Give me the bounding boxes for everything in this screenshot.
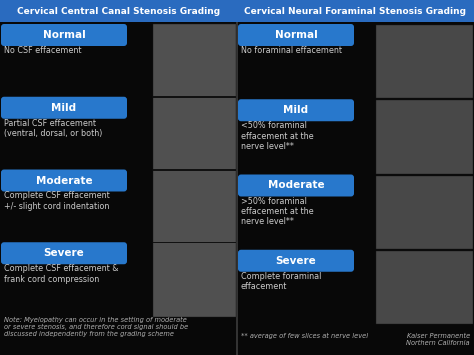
FancyBboxPatch shape (238, 99, 354, 121)
Bar (153, 242, 236, 243)
Bar (153, 96, 236, 98)
Text: ** average of few slices at nerve level: ** average of few slices at nerve level (241, 333, 368, 339)
Bar (153, 169, 236, 170)
Text: Moderate: Moderate (268, 180, 324, 191)
FancyBboxPatch shape (238, 24, 354, 46)
Text: Severe: Severe (275, 256, 316, 266)
Text: Mild: Mild (52, 103, 77, 113)
Bar (376, 251, 473, 324)
Bar (236, 0, 238, 355)
FancyBboxPatch shape (238, 250, 354, 272)
Bar (237, 0, 474, 22)
Text: Cervical Central Canal Stenosis Grading: Cervical Central Canal Stenosis Grading (17, 6, 220, 16)
Text: Kaiser Permanente
Northern California: Kaiser Permanente Northern California (407, 333, 470, 346)
Text: Severe: Severe (44, 248, 84, 258)
Bar (376, 100, 473, 174)
Text: Complete CSF effacement
+/- slight cord indentation: Complete CSF effacement +/- slight cord … (4, 191, 110, 211)
FancyBboxPatch shape (1, 24, 127, 46)
Text: Note: Myelopathy can occur in the setting of moderate
or severe stenosis, and th: Note: Myelopathy can occur in the settin… (4, 317, 188, 337)
Text: Normal: Normal (43, 30, 85, 40)
FancyBboxPatch shape (1, 242, 127, 264)
Bar (153, 24, 236, 317)
FancyBboxPatch shape (1, 97, 127, 119)
Text: Cervical Neural Foraminal Stenosis Grading: Cervical Neural Foraminal Stenosis Gradi… (245, 6, 466, 16)
Text: Moderate: Moderate (36, 175, 92, 186)
Bar (376, 175, 473, 249)
Bar (376, 25, 473, 98)
Text: Complete CSF effacement &
frank cord compression: Complete CSF effacement & frank cord com… (4, 264, 118, 284)
Text: >50% foraminal
effacement at the
nerve level**: >50% foraminal effacement at the nerve l… (241, 197, 314, 226)
Text: <50% foraminal
effacement at the
nerve level**: <50% foraminal effacement at the nerve l… (241, 121, 314, 151)
Text: Complete foraminal
effacement: Complete foraminal effacement (241, 272, 321, 291)
FancyBboxPatch shape (238, 175, 354, 197)
Text: Normal: Normal (274, 30, 318, 40)
FancyBboxPatch shape (1, 169, 127, 191)
Text: No foraminal effacement: No foraminal effacement (241, 46, 342, 55)
Bar (0, 0, 237, 22)
Text: No CSF effacement: No CSF effacement (4, 46, 82, 55)
Text: Mild: Mild (283, 105, 309, 115)
Text: Partial CSF effacement
(ventral, dorsal, or both): Partial CSF effacement (ventral, dorsal,… (4, 119, 102, 138)
